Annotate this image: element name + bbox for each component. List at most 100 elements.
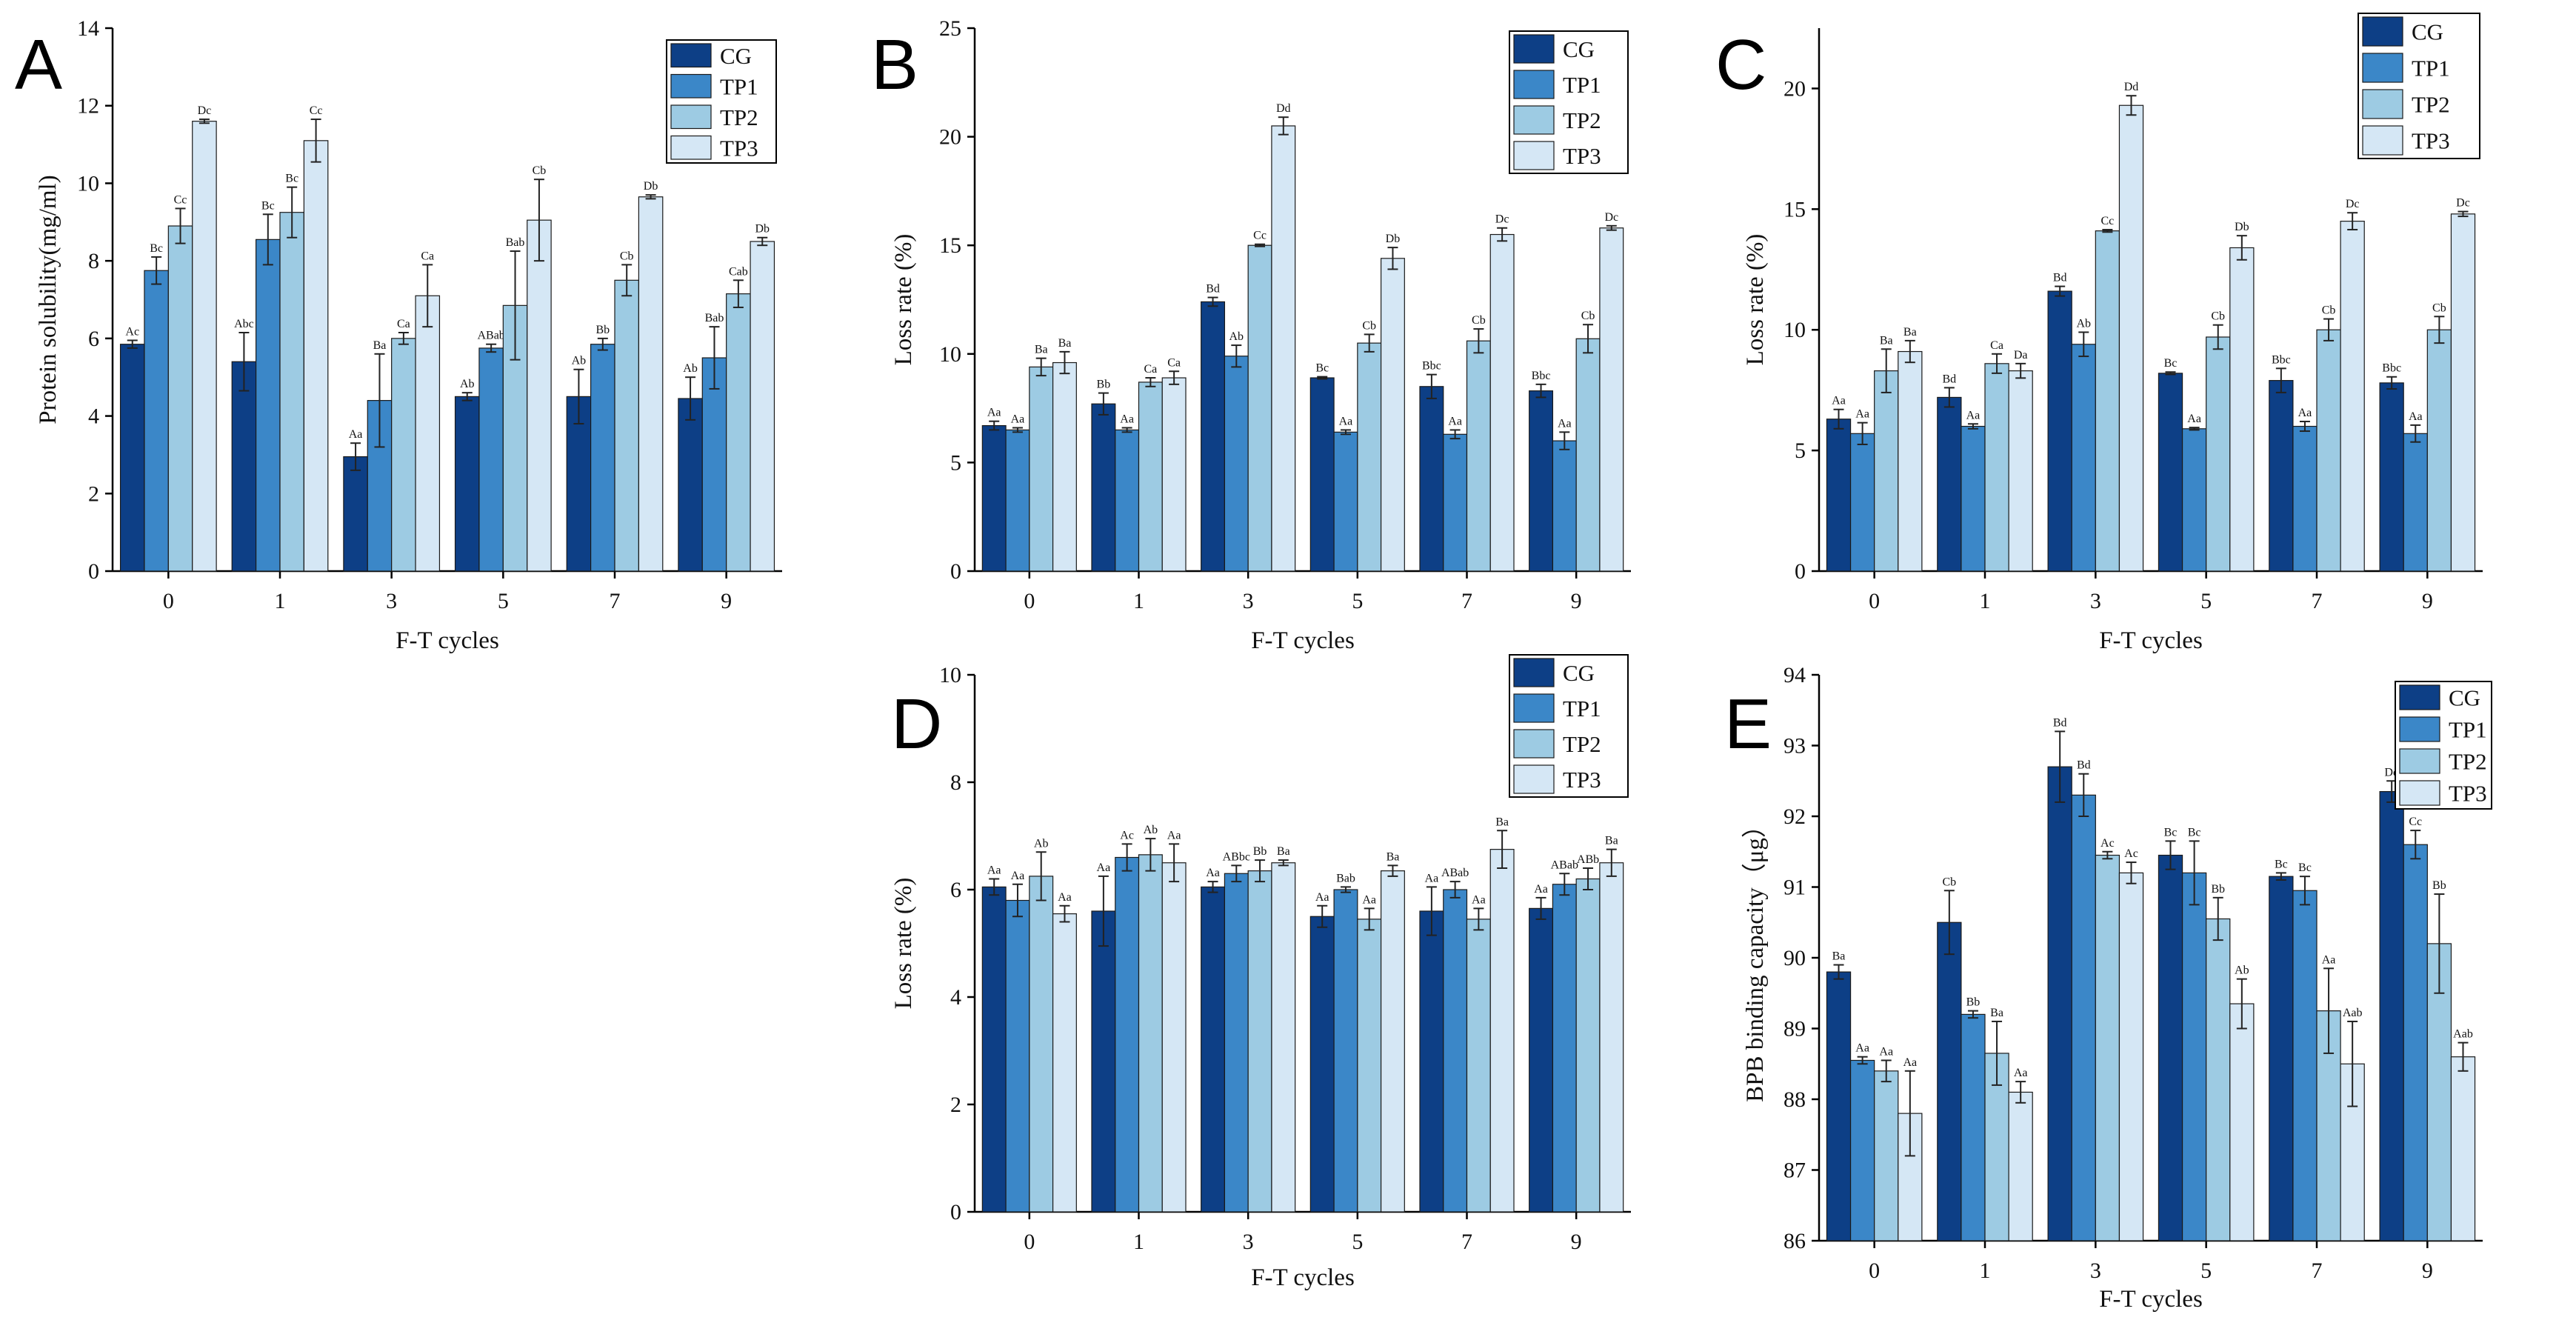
bar-cg [1419,910,1444,1213]
legend-swatch-tp2 [1513,729,1555,759]
x-tick-label: 0 [163,589,174,613]
bar-tp2 [2206,918,2231,1241]
significance-label: Cb [533,164,547,177]
legend-label-tp1: TP1 [2449,717,2487,743]
bar-tp1 [2403,433,2428,572]
bar-tp2 [1029,366,1054,572]
significance-label: Aa [1206,867,1220,879]
significance-label: Aa [1011,413,1025,425]
bar-cg [1201,301,1226,572]
bar-cg [1309,377,1335,572]
x-tick-label: 0 [1869,589,1880,613]
bar-tp2 [1138,381,1163,572]
y-axis-title: Loss rate (%) [1742,234,1769,366]
bar-tp2 [614,279,639,572]
significance-label: Aa [1097,861,1111,874]
legend-swatch-tp2 [670,104,712,130]
bar-tp2 [2426,329,2452,572]
significance-label: Aa [1425,872,1439,884]
bar-tp1 [590,344,615,572]
bar-tp2 [1575,878,1601,1213]
bar-tp1 [1552,884,1577,1213]
bar-tp3 [1599,227,1624,572]
significance-label: Ca [1144,363,1157,376]
legend-label-tp1: TP1 [1563,696,1601,721]
bar-tp1 [1005,429,1030,572]
significance-label: Cb [1943,876,1957,888]
bar-tp2 [1029,876,1054,1213]
bar-cg [343,456,368,572]
significance-label: Aa [2409,410,2423,423]
significance-label: Aa [2014,1067,2028,1079]
panel-letter: A [15,25,62,104]
chart-panel-b: B 0 5 10 15 20 25 Loss rate (%) 0 Aa Aa Ba Ba 1 Bb Aa Ca… [871,16,1631,654]
chart-panel-c: C 0 5 10 15 20 Loss rate (%) 0 Aa Aa Ba Ba 1 Bd Aa Ca Da… [1715,13,2483,654]
significance-label: Ca [397,318,410,330]
bar-cg [1419,386,1444,572]
y-axis-title: Loss rate (%) [890,234,917,366]
bar-cg [1091,910,1116,1213]
significance-label: Aa [987,864,1001,877]
significance-label: Cb [1362,319,1376,332]
bar-tp2 [1874,1070,1899,1241]
bar-cg [1201,886,1226,1213]
bar-tp2 [1357,342,1382,572]
significance-label: Ba [1832,950,1846,963]
significance-label: Bc [261,199,275,212]
y-tick-label: 5 [1795,439,1806,463]
bar-cg [2158,854,2183,1241]
x-tick-label: 1 [1980,1259,1991,1283]
bar-tp1 [1224,873,1249,1213]
x-tick-label: 5 [498,589,509,613]
chart-panel-d: D 0 2 4 6 8 10 Loss rate (%) 0 Aa Aa Ab Aa 1 Aa Ac Ab Aa 3… [890,654,1631,1291]
significance-label: ABab [477,330,504,342]
legend-label-tp3: TP3 [2449,781,2487,807]
x-tick-label: 5 [2200,589,2212,613]
significance-label: Bbc [2382,362,2401,375]
significance-label: Bbc [2272,353,2291,366]
y-tick-label: 12 [77,94,99,119]
bar-tp2 [1984,363,2009,572]
x-tick-label: 1 [1133,589,1144,613]
y-tick-label: 25 [939,16,961,41]
legend-label-tp2: TP2 [1563,731,1601,757]
bar-tp3 [1380,870,1405,1213]
legend-swatch-tp3 [2362,125,2403,156]
legend-swatch-cg [2399,684,2440,710]
bar-tp1 [1115,856,1140,1213]
bar-tp1 [1961,425,1986,572]
x-tick-label: 9 [1571,589,1582,613]
significance-label: Db [755,223,770,236]
legend-swatch-tp1 [2399,716,2440,742]
significance-label: Bb [1966,996,1981,1009]
x-axis-title: F-T cycles [1251,1264,1355,1291]
x-tick-label: 0 [1024,1230,1035,1254]
bar-tp3 [1599,862,1624,1213]
bar-tp1 [2181,428,2207,572]
bar-tp2 [2095,854,2120,1241]
bar-tp3 [303,140,329,572]
x-tick-label: 7 [2312,589,2323,613]
significance-label: Bbc [1422,360,1441,373]
significance-label: Aa [1855,408,1869,421]
significance-label: Aa [1903,1056,1917,1069]
bar-tp3 [1161,862,1187,1213]
bar-tp1 [2403,844,2428,1241]
significance-label: Cb [1581,310,1595,322]
bar-tp1 [2181,872,2207,1241]
legend: CG TP1 TP2 TP3 [666,39,777,164]
significance-label: Cc [2100,215,2114,227]
bar-tp3 [638,196,664,572]
bar-tp1 [1552,440,1577,572]
panel-letter: E [1724,684,1772,764]
significance-label: Ba [1880,334,1893,347]
bar-tp1 [1115,429,1140,572]
legend-label-tp2: TP2 [720,104,758,130]
chart-panel-a: A 0 2 4 6 8 10 12 14 Protein solubility(mg/ml) 0 Ac… [15,16,782,654]
significance-label: Cb [1472,314,1486,327]
bar-cg [231,361,257,572]
x-axis-title: F-T cycles [2099,1286,2203,1313]
panel-letter: B [871,25,918,104]
